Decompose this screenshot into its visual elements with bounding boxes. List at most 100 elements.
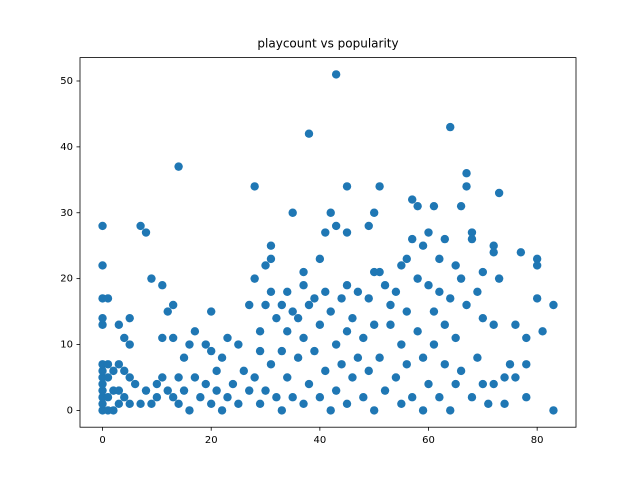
point xyxy=(408,234,417,244)
point xyxy=(342,399,352,409)
point xyxy=(408,393,417,402)
point xyxy=(147,399,156,409)
point xyxy=(522,360,531,369)
point xyxy=(141,228,151,237)
point xyxy=(217,406,227,415)
point xyxy=(163,307,172,316)
point xyxy=(168,300,178,310)
point xyxy=(397,261,406,270)
point xyxy=(359,333,368,343)
point xyxy=(397,399,406,409)
point xyxy=(364,366,373,376)
point xyxy=(261,300,270,310)
point xyxy=(245,386,254,395)
point xyxy=(212,386,221,395)
point xyxy=(321,228,330,237)
point xyxy=(168,393,178,402)
point xyxy=(369,406,379,415)
point xyxy=(451,261,460,270)
point xyxy=(315,320,325,329)
point xyxy=(266,241,276,250)
point xyxy=(158,333,167,343)
point xyxy=(532,261,542,270)
y-tick-label: 10 xyxy=(60,340,73,351)
point xyxy=(283,373,292,382)
point xyxy=(114,386,124,395)
point xyxy=(516,248,526,257)
chart-title: playcount vs popularity xyxy=(257,37,398,51)
point xyxy=(489,320,498,329)
point xyxy=(114,360,124,369)
point xyxy=(413,274,422,283)
point xyxy=(315,393,325,402)
point xyxy=(522,333,531,343)
point xyxy=(255,346,265,356)
point xyxy=(125,399,134,409)
point xyxy=(451,333,460,343)
point xyxy=(424,379,433,389)
point xyxy=(402,254,411,264)
point xyxy=(505,360,515,369)
point xyxy=(255,399,265,409)
point xyxy=(152,379,162,389)
point xyxy=(190,327,200,336)
point xyxy=(446,406,455,415)
point xyxy=(277,300,287,310)
point xyxy=(245,300,254,310)
point xyxy=(391,373,401,382)
point xyxy=(511,373,520,382)
point xyxy=(255,327,265,336)
point xyxy=(435,287,444,297)
point xyxy=(315,254,325,264)
point xyxy=(435,393,444,402)
point xyxy=(429,340,439,349)
point xyxy=(196,393,205,402)
point xyxy=(304,379,314,389)
point xyxy=(478,267,488,277)
point xyxy=(424,228,433,237)
point xyxy=(147,274,156,283)
point xyxy=(120,333,129,343)
x-tick-label: 40 xyxy=(313,435,326,446)
point xyxy=(304,129,314,138)
point xyxy=(239,366,248,376)
point xyxy=(158,373,167,382)
point xyxy=(489,248,498,257)
y-tick-label: 0 xyxy=(67,405,73,416)
point xyxy=(299,281,308,290)
point xyxy=(179,386,189,395)
point xyxy=(266,254,276,264)
point xyxy=(538,327,547,336)
point xyxy=(141,386,151,395)
point xyxy=(549,300,558,310)
point xyxy=(397,340,406,349)
point xyxy=(125,373,134,382)
point xyxy=(120,393,129,402)
x-tick-label: 80 xyxy=(531,435,544,446)
point xyxy=(326,208,335,217)
point xyxy=(408,195,417,204)
point xyxy=(467,234,477,244)
point xyxy=(277,406,287,415)
point xyxy=(185,340,194,349)
point xyxy=(353,353,363,362)
point xyxy=(103,393,113,402)
point xyxy=(190,373,200,382)
point xyxy=(114,399,124,409)
point xyxy=(342,327,352,336)
point xyxy=(304,300,314,310)
point xyxy=(462,169,471,178)
point xyxy=(98,261,107,270)
point xyxy=(125,340,134,349)
point xyxy=(375,353,384,362)
point xyxy=(532,294,542,303)
point xyxy=(451,379,460,389)
point xyxy=(522,393,531,402)
point xyxy=(342,281,352,290)
point xyxy=(272,313,281,323)
point xyxy=(293,353,303,362)
point xyxy=(440,360,450,369)
point xyxy=(369,320,379,329)
point xyxy=(250,274,259,283)
